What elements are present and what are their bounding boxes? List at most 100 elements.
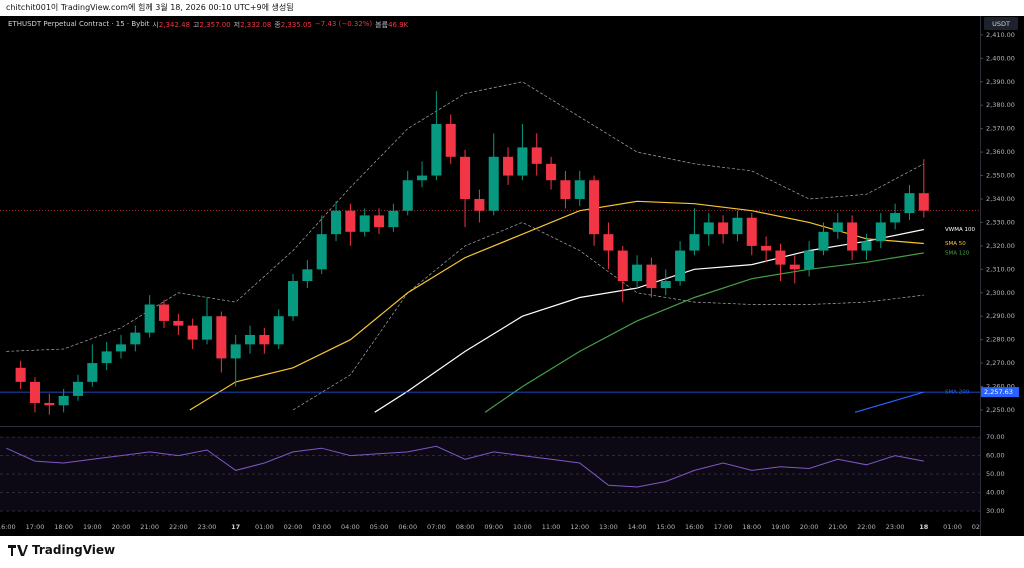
y-tick-label: 2,300.00 [986,289,1015,297]
high-label: 고 [193,21,200,29]
candle-body [158,304,170,321]
x-tick-label: 23:00 [886,523,905,531]
x-tick-label: 01:00 [943,523,962,531]
volume-label: 볼륨 [375,21,389,29]
x-tick-label: 17 [231,523,240,531]
candle-body [718,222,729,235]
y-tick-label: 2,380.00 [986,101,1015,109]
overlay-name: SMA 50 [945,241,966,247]
candle-body [847,222,858,251]
x-tick-label: 03:00 [312,523,331,531]
candle-body [187,325,198,340]
y-tick-label: 2,340.00 [986,195,1015,203]
y-tick-label: 2,270.00 [986,359,1015,367]
chart-background [0,16,1024,536]
y-tick-label: 2,390.00 [986,78,1015,86]
candle-body [331,210,342,235]
candle-body [761,245,772,251]
candle-body [302,269,313,282]
x-tick-label: 16:00 [685,523,704,531]
candle-body [775,250,786,265]
candle-body [431,123,442,176]
candle-body [445,123,456,157]
bollinger-band [292,222,924,411]
y-tick-label: 2,360.00 [986,148,1015,156]
candle-body [144,304,155,333]
candle-body [861,241,872,251]
candle-body [245,334,256,345]
low: 2,332.08 [240,21,272,29]
currency-box[interactable] [984,17,1018,30]
candle-body [474,198,485,211]
y-tick-label: 2,260.00 [986,383,1015,391]
brand-logo [8,544,28,556]
x-tick-label: 18:00 [54,523,73,531]
price-pane [0,81,980,415]
time-axis: 16:00 17:00 18:00 19:00 20:00 21:00 22:00 23:00… [0,523,991,531]
bollinger-band [6,81,924,352]
change: −7.43 (−0.32%) [314,20,373,28]
caption: chitchit001이 TradingView.com에 힘께 3월 18, … [6,3,294,12]
low-label: 저 [233,21,241,29]
x-tick-label: 17:00 [714,523,733,531]
y-tick-label: 2,410.00 [986,31,1015,39]
candle-body [72,381,84,396]
candle-body [890,213,901,223]
candle-body [402,180,413,211]
y-tick-label: 2,250.00 [986,406,1015,414]
open-label: 시 [152,21,159,29]
candle-body [603,234,614,251]
candle-body [531,147,542,164]
overlay-name: SMA 200 [945,390,970,396]
price-axis-bg [980,16,1024,536]
candle-body [115,344,127,352]
candle-body [875,222,886,242]
candle-body [15,367,26,382]
x-tick-label: 05:00 [370,523,389,531]
x-tick-label: 15:00 [656,523,675,531]
x-tick-label: 20:00 [112,523,131,531]
volume: 46.9K [388,21,409,29]
y-tick-label: 2,320.00 [986,242,1015,250]
candle-body [288,281,299,317]
close: 2,335.05 [280,21,312,29]
candle-body [29,381,40,403]
candle-body [87,363,98,382]
y-tick-label: 70.00 [986,433,1005,441]
x-tick-label: 18 [919,523,929,531]
overlay-line [854,391,924,413]
price-axis: 2,250.00 2,260.00 2,270.00 2,280.00 2,290.00… [945,31,1019,515]
candle-body [832,222,843,232]
x-tick-label: 01:00 [255,523,274,531]
x-tick-label: 11:00 [542,523,561,531]
overlay-line [484,252,924,413]
y-tick-label: 2,350.00 [986,172,1015,180]
level-tag [981,387,1019,398]
candle-body [417,175,428,181]
y-tick-label: 2,330.00 [986,218,1015,226]
y-tick-label: 30.00 [986,507,1005,515]
candle-body [259,334,270,345]
rsi-pane [0,436,980,512]
y-tick-label: 2,280.00 [986,336,1015,344]
rsi-line [6,445,924,488]
candle-body [646,264,657,289]
candle-body [560,180,571,199]
candle-body [230,344,241,359]
x-tick-label: 14:00 [628,523,647,531]
y-tick-label: 50.00 [986,470,1005,478]
candle-body [732,217,743,235]
x-tick-label: 21:00 [140,523,159,531]
x-tick-label: 20:00 [800,523,819,531]
x-tick-label: 22:00 [169,523,188,531]
x-tick-label: 23:00 [198,523,217,531]
y-tick-label: 2,310.00 [986,265,1015,273]
rsi-band [0,437,980,512]
open: 2,342.48 [158,21,191,29]
candle-body [359,215,370,232]
candle-body [216,316,227,359]
x-tick-label: 06:00 [398,523,417,531]
candle-body [675,250,686,282]
x-tick-label: 18:00 [742,523,761,531]
